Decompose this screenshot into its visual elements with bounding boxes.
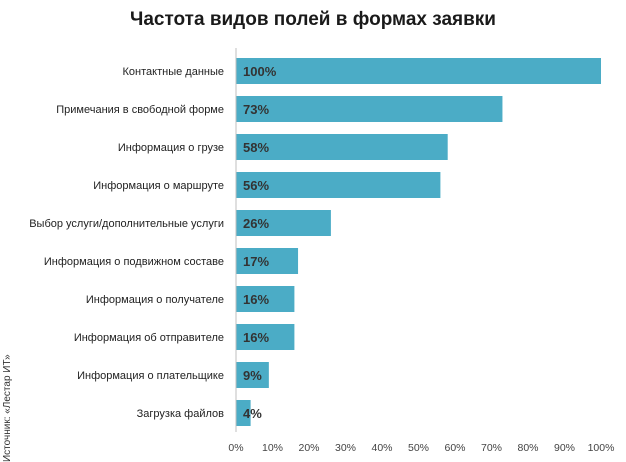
category-label: Информация о плательщике <box>77 370 224 382</box>
bar <box>236 286 295 312</box>
bar <box>236 134 448 160</box>
data-label: 17% <box>243 254 269 269</box>
data-label: 16% <box>243 330 269 345</box>
x-tick-label: 20% <box>298 442 319 454</box>
x-tick-label: 50% <box>408 442 429 454</box>
category-label: Информация о получателе <box>86 294 224 306</box>
bar <box>236 58 601 84</box>
category-label: Информация о подвижном составе <box>44 256 224 268</box>
data-label: 56% <box>243 178 269 193</box>
data-label: 16% <box>243 292 269 307</box>
x-tick-label: 100% <box>588 442 615 454</box>
category-label: Информация о маршруте <box>93 180 224 192</box>
x-tick-label: 40% <box>371 442 392 454</box>
bar <box>236 248 299 274</box>
x-tick-label: 80% <box>517 442 538 454</box>
chart-title: Частота видов полей в формах заявки <box>130 9 496 30</box>
category-label: Выбор услуги/дополнительные услуги <box>29 218 224 230</box>
data-label: 4% <box>243 406 262 421</box>
category-label: Примечания в свободной форме <box>56 104 224 116</box>
data-label: 26% <box>243 216 269 231</box>
data-label: 9% <box>243 368 262 383</box>
category-label: Загрузка файлов <box>137 408 225 420</box>
category-label: Контактные данные <box>123 66 224 78</box>
x-tick-label: 90% <box>554 442 575 454</box>
x-tick-label: 60% <box>444 442 465 454</box>
bar <box>236 324 295 350</box>
x-tick-label: 10% <box>262 442 283 454</box>
bar <box>236 172 441 198</box>
x-tick-label: 30% <box>335 442 356 454</box>
data-label: 73% <box>243 102 269 117</box>
category-label: Информация о грузе <box>118 142 224 154</box>
bar <box>236 400 251 426</box>
bar <box>236 96 503 122</box>
x-tick-label: 70% <box>481 442 502 454</box>
bar <box>236 362 269 388</box>
data-label: 100% <box>243 64 277 79</box>
bar <box>236 210 331 236</box>
category-label: Информация об отправителе <box>74 332 224 344</box>
data-label: 58% <box>243 140 269 155</box>
x-tick-label: 0% <box>228 442 243 454</box>
